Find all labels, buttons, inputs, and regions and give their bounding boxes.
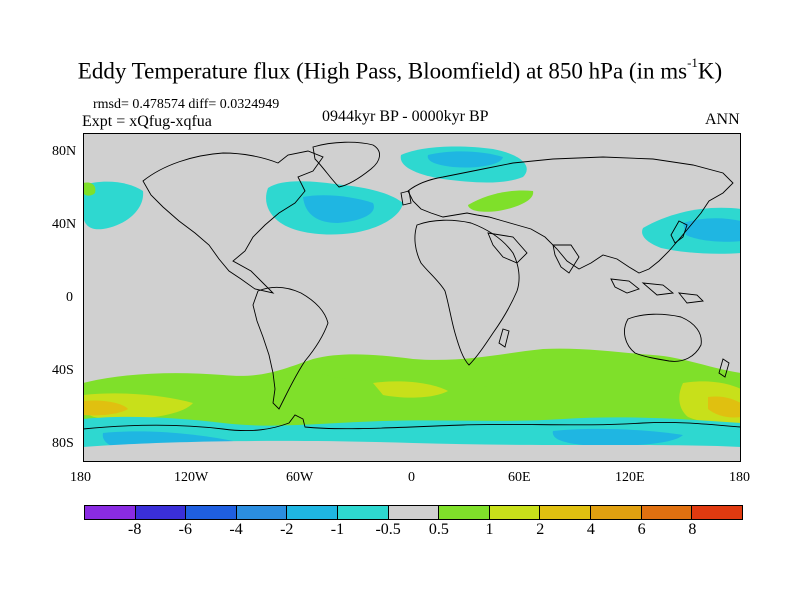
colorbar-swatch [540,506,592,519]
map-title: Eddy Temperature flux (High Pass, Bloomf… [0,55,800,85]
colorbar-label: 4 [586,521,595,538]
lat-label-40n: 40N [52,217,77,232]
colorbar-swatch [287,506,339,519]
lon-label-60e: 60E [508,470,531,485]
lon-label-120w: 120W [174,470,209,485]
colorbar-swatch [439,506,490,519]
colorbar-swatch [388,506,440,519]
colorbar-swatch [338,506,389,519]
colorbar-label: -2 [280,521,294,538]
colorbar [84,505,743,520]
colorbar-label: -8 [128,521,142,538]
lon-label-180-west: 180 [70,470,91,485]
lat-label-80s: 80S [52,436,74,451]
colorbar-label: 8 [688,521,697,538]
colorbar-label: 1 [485,521,494,538]
colorbar-label: -0.5 [375,521,401,538]
colorbar-swatch [236,506,288,519]
colorbar-label: 6 [637,521,646,538]
colorbar-swatch [591,506,642,519]
colorbar-swatch [85,506,136,519]
title-superscript: -1 [687,55,698,70]
season-label: ANN [705,111,740,128]
coastlines [83,141,741,432]
stats-label: rmsd= 0.478574 diff= 0.0324949 [93,97,280,112]
map-frame [83,133,741,462]
colorbar-label: -1 [330,521,345,538]
colorbar-labels: -8 -6 -4 -2 -1 -0.5 0.5 1 2 4 6 8 [84,521,743,543]
lon-label-180-east: 180 [729,470,750,485]
experiment-label: Expt = xQfug-xqfua [82,113,212,130]
lat-label-40s: 40S [52,363,74,378]
colorbar-label: -6 [178,521,193,538]
map-plot [83,133,741,462]
lon-label-120e: 120E [615,470,645,485]
anomaly-fields [83,146,741,462]
lat-label-80n: 80N [52,144,77,159]
colorbar-label: 2 [536,521,545,538]
title-text: Eddy Temperature flux (High Pass, Bloomf… [77,58,688,84]
period-label: 0944kyr BP - 0000kyr BP [322,108,489,125]
lon-label-60w: 60W [286,470,314,485]
colorbar-label: -4 [229,521,243,538]
title-tail: K) [697,58,723,84]
colorbar-swatch [692,506,742,519]
colorbar-label: 0.5 [428,521,449,538]
colorbar-swatch [135,506,187,519]
lon-label-0: 0 [408,470,415,485]
colorbar-swatch [186,506,237,519]
colorbar-swatch [641,506,693,519]
colorbar-swatch [489,506,541,519]
lat-label-0: 0 [66,290,73,305]
